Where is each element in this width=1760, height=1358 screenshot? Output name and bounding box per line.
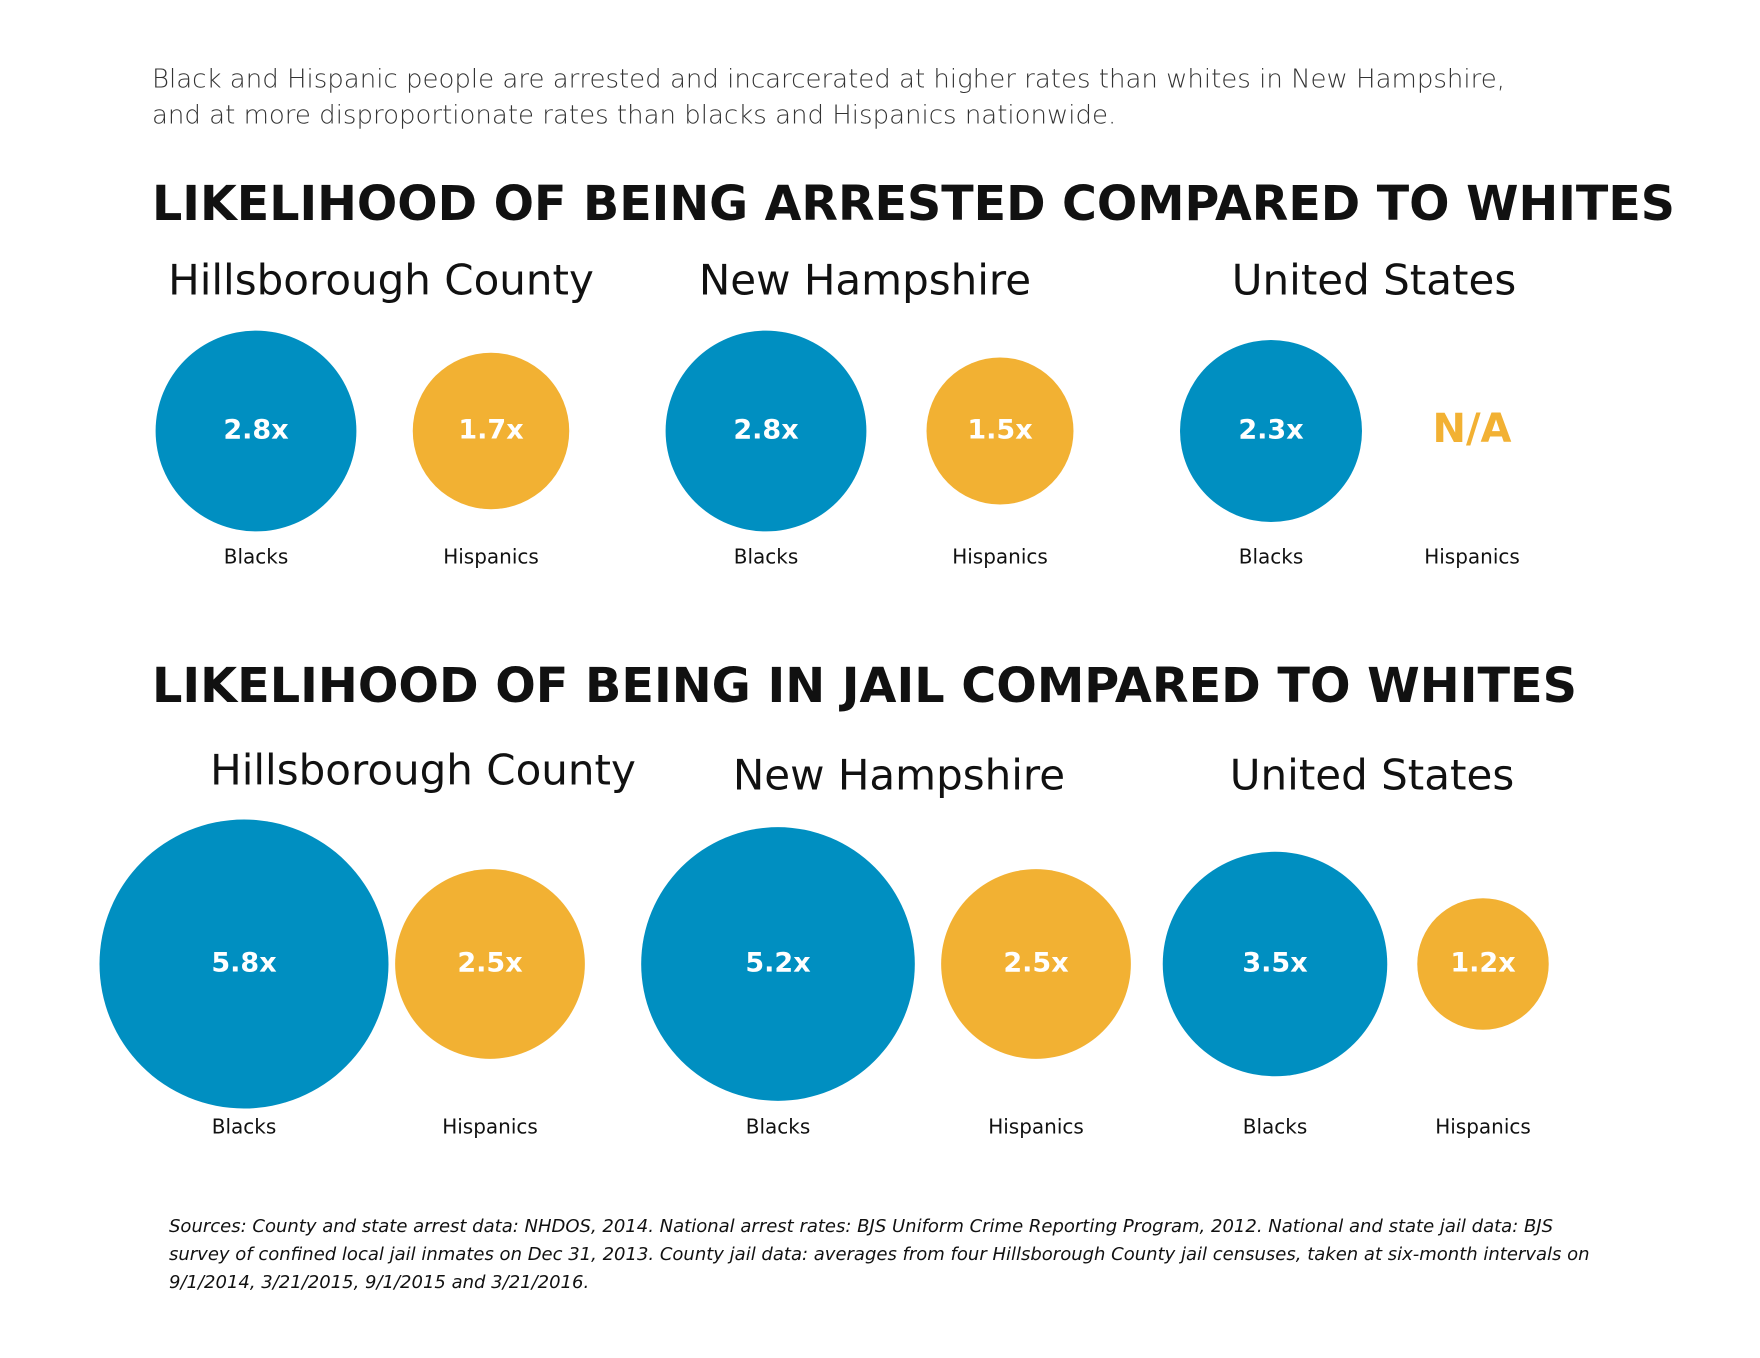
value-label: 2.8x xyxy=(733,415,798,446)
value-label: 2.8x xyxy=(223,415,288,446)
group-heading: United States xyxy=(1232,256,1516,305)
value-label: 1.2x xyxy=(1450,948,1515,979)
bubble xyxy=(926,357,1074,505)
group-heading: Hillsborough County xyxy=(210,746,636,795)
chart-title: LIKELIHOOD OF BEING ARRESTED COMPARED TO… xyxy=(152,176,1675,232)
bubble xyxy=(395,869,585,1059)
bubble xyxy=(665,330,867,532)
intro-line: and at more disproportionate rates than … xyxy=(152,101,1116,131)
group-heading: United States xyxy=(1230,751,1514,800)
value-label: 3.5x xyxy=(1242,948,1307,979)
value-label: 1.5x xyxy=(967,415,1032,446)
group-heading: New Hampshire xyxy=(733,751,1065,800)
value-label: N/A xyxy=(1432,406,1511,452)
bubble xyxy=(641,827,915,1101)
series-label: Hispanics xyxy=(442,1115,538,1139)
value-label: 2.3x xyxy=(1238,415,1303,446)
bubble xyxy=(1162,851,1388,1077)
chart-title: LIKELIHOOD OF BEING IN JAIL COMPARED TO … xyxy=(152,658,1577,714)
series-label: Blacks xyxy=(1239,545,1304,569)
bubble xyxy=(941,869,1131,1059)
series-label: Blacks xyxy=(224,545,289,569)
series-label: Hispanics xyxy=(1424,545,1520,569)
footnote-line: 9/1/2014, 3/21/2015, 9/1/2015 and 3/21/2… xyxy=(169,1272,589,1293)
bubble xyxy=(412,352,570,510)
intro-line: Black and Hispanic people are arrested a… xyxy=(152,65,1505,95)
bubble xyxy=(1180,340,1362,522)
series-label: Hispanics xyxy=(1435,1115,1531,1139)
series-label: Hispanics xyxy=(988,1115,1084,1139)
group-heading: New Hampshire xyxy=(699,256,1031,305)
group-heading: Hillsborough County xyxy=(168,256,594,305)
series-label: Blacks xyxy=(734,545,799,569)
series-label: Hispanics xyxy=(952,545,1048,569)
series-label: Hispanics xyxy=(443,545,539,569)
footnote-line: Sources: County and state arrest data: N… xyxy=(169,1216,1553,1237)
bubble xyxy=(99,819,389,1109)
value-label: 1.7x xyxy=(458,415,523,446)
bubble xyxy=(155,330,357,532)
series-label: Blacks xyxy=(746,1115,811,1139)
value-label: 2.5x xyxy=(457,948,522,979)
value-label: 5.8x xyxy=(211,948,276,979)
series-label: Blacks xyxy=(212,1115,277,1139)
value-label: 2.5x xyxy=(1003,948,1068,979)
series-label: Blacks xyxy=(1243,1115,1308,1139)
bubble xyxy=(1417,898,1549,1030)
footnote-line: survey of confined local jail inmates on… xyxy=(169,1244,1590,1265)
value-label: 5.2x xyxy=(745,948,810,979)
